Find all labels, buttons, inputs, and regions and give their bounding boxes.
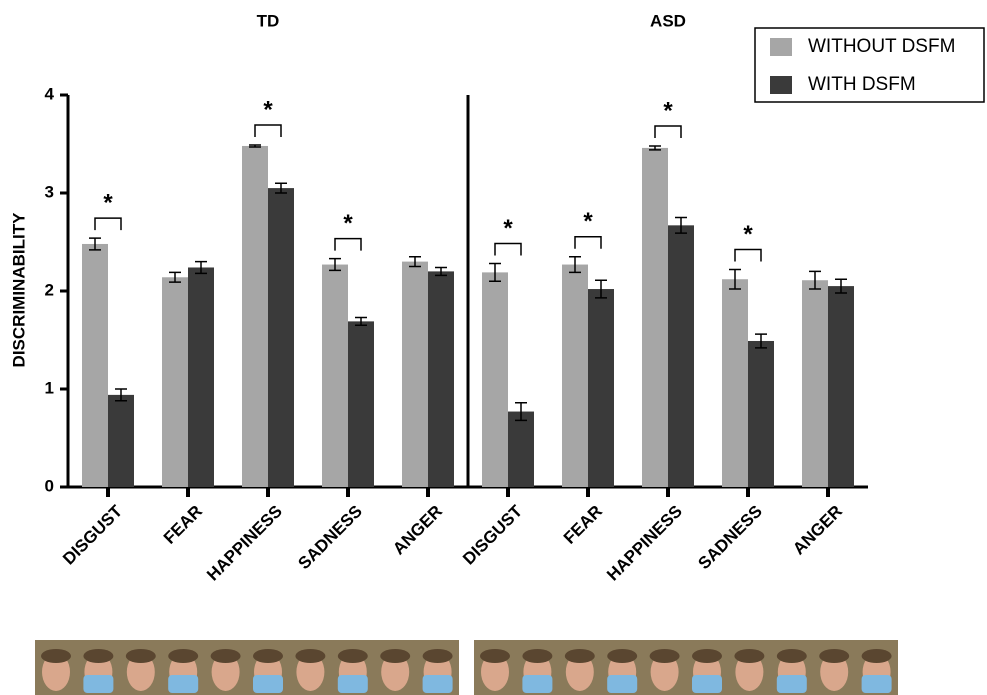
- bar: [322, 265, 348, 487]
- bar: [748, 341, 774, 487]
- hair: [862, 649, 892, 663]
- bar: [82, 244, 108, 487]
- x-tick-label: SADNESS: [694, 502, 766, 574]
- bar: [562, 265, 588, 487]
- bar: [188, 267, 214, 487]
- y-tick-label: 3: [45, 182, 54, 201]
- bar: [828, 286, 854, 487]
- bar: [108, 395, 134, 487]
- mask: [692, 675, 722, 693]
- bar: [722, 279, 748, 487]
- hair: [565, 649, 595, 663]
- bar: [642, 148, 668, 487]
- hair: [253, 649, 283, 663]
- y-axis-label: DISCRIMINABILITY: [9, 212, 28, 368]
- photo-strips: [35, 640, 898, 695]
- y-tick-label: 0: [45, 476, 54, 495]
- x-tick-label: DISGUST: [59, 501, 126, 568]
- hair: [819, 649, 849, 663]
- mask: [522, 675, 552, 693]
- hair: [777, 649, 807, 663]
- significance-bracket: [735, 249, 761, 261]
- mask: [862, 675, 892, 693]
- significance-bracket: [255, 125, 281, 137]
- bar: [802, 280, 828, 487]
- significance-bracket: [95, 218, 121, 230]
- significance-marker: *: [583, 208, 593, 235]
- y-tick-label: 1: [45, 378, 54, 397]
- bar: [268, 188, 294, 487]
- chart: DISCRIMINABILITY 01234TDDISGUST*FEARHAPP…: [0, 0, 987, 695]
- x-tick-label: ANGER: [789, 502, 846, 559]
- error-bar: [249, 145, 261, 147]
- x-tick-label: SADNESS: [294, 502, 366, 574]
- y-tick-label: 2: [45, 280, 54, 299]
- bar: [162, 277, 188, 487]
- y-tick-label: 4: [45, 84, 55, 103]
- x-tick-label: ANGER: [389, 502, 446, 559]
- hair: [650, 649, 680, 663]
- hair: [607, 649, 637, 663]
- significance-marker: *: [663, 97, 673, 124]
- significance-bracket: [575, 237, 601, 249]
- hair: [83, 649, 113, 663]
- mask: [607, 675, 637, 693]
- bar: [482, 272, 508, 487]
- hair: [423, 649, 453, 663]
- legend-label: WITHOUT DSFM: [808, 36, 955, 57]
- mask: [168, 675, 198, 693]
- hair: [692, 649, 722, 663]
- significance-marker: *: [743, 221, 753, 248]
- significance-bracket: [335, 239, 361, 251]
- hair: [41, 649, 71, 663]
- legend-swatch: [770, 76, 792, 94]
- panel-title: ASD: [650, 11, 686, 30]
- bar: [428, 271, 454, 487]
- mask: [777, 675, 807, 693]
- hair: [522, 649, 552, 663]
- panel-title: TD: [257, 11, 280, 30]
- x-tick-label: FEAR: [560, 502, 606, 548]
- mask: [83, 675, 113, 693]
- legend-label: WITH DSFM: [808, 74, 916, 95]
- x-tick-label: FEAR: [160, 502, 206, 548]
- mask: [338, 675, 368, 693]
- mask: [423, 675, 453, 693]
- bar: [508, 412, 534, 487]
- significance-bracket: [655, 126, 681, 138]
- hair: [295, 649, 325, 663]
- x-tick-label: HAPPINESS: [603, 502, 686, 585]
- bar: [242, 146, 268, 487]
- bar: [668, 225, 694, 487]
- hair: [211, 649, 241, 663]
- bar: [402, 262, 428, 487]
- legend-swatch: [770, 38, 792, 56]
- mask: [253, 675, 283, 693]
- hair: [480, 649, 510, 663]
- bar: [348, 321, 374, 487]
- significance-marker: *: [503, 215, 513, 242]
- significance-marker: *: [343, 210, 353, 237]
- hair: [126, 649, 156, 663]
- bar: [588, 289, 614, 487]
- x-tick-label: HAPPINESS: [203, 502, 286, 585]
- hair: [168, 649, 198, 663]
- significance-marker: *: [103, 189, 113, 216]
- hair: [380, 649, 410, 663]
- hair: [338, 649, 368, 663]
- significance-marker: *: [263, 96, 273, 123]
- hair: [734, 649, 764, 663]
- x-tick-label: DISGUST: [459, 501, 526, 568]
- significance-bracket: [495, 244, 521, 256]
